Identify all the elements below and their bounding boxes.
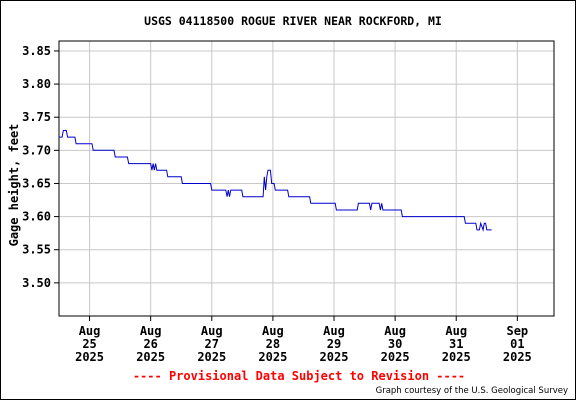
x-tick-year: 2025 (320, 350, 349, 364)
y-tick-label: 3.60 (22, 210, 51, 224)
x-tick-day: 29 (327, 337, 341, 351)
x-tick-year: 2025 (381, 350, 410, 364)
x-tick-year: 2025 (503, 350, 532, 364)
gage-height-series-line (59, 130, 492, 232)
x-tick-day: 27 (205, 337, 219, 351)
x-tick-day: 01 (510, 337, 524, 351)
x-tick-day: 28 (266, 337, 280, 351)
y-tick-label: 3.80 (22, 77, 51, 91)
x-tick-month: Sep (506, 324, 528, 338)
x-tick-month: Aug (323, 324, 345, 338)
y-axis-label: Gage height, feet (7, 124, 21, 247)
x-tick-year: 2025 (136, 350, 165, 364)
x-tick-month: Aug (201, 324, 223, 338)
x-tick-year: 2025 (75, 350, 104, 364)
y-tick-label: 3.65 (22, 176, 51, 190)
grid-lines (59, 41, 554, 316)
x-tick-month: Aug (262, 324, 284, 338)
y-tick-label: 3.70 (22, 143, 51, 157)
chart-title: USGS 04118500 ROGUE RIVER NEAR ROCKFORD,… (144, 14, 442, 28)
y-tick-label: 3.55 (22, 243, 51, 257)
x-tick-day: 30 (388, 337, 402, 351)
y-tick-labels: 3.85 3.80 3.75 3.70 3.65 3.60 3.55 3.50 (22, 44, 59, 290)
x-tick-day: 31 (449, 337, 463, 351)
x-tick-year: 2025 (258, 350, 287, 364)
y-tick-label: 3.75 (22, 110, 51, 124)
x-tick-month: Aug (140, 324, 162, 338)
x-tick-month: Aug (384, 324, 406, 338)
x-tick-year: 2025 (197, 350, 226, 364)
y-tick-label: 3.50 (22, 276, 51, 290)
x-tick-month: Aug (445, 324, 467, 338)
x-tick-month: Aug (79, 324, 101, 338)
plot-area (58, 40, 555, 317)
x-tick-day: 25 (82, 337, 96, 351)
provisional-notice: ---- Provisional Data Subject to Revisio… (133, 369, 465, 383)
y-tick-label: 3.85 (22, 44, 51, 58)
x-tick-year: 2025 (442, 350, 471, 364)
x-tick-labels: Aug252025Aug262025Aug272025Aug282025Aug2… (75, 316, 532, 364)
x-tick-day: 26 (143, 337, 157, 351)
credit-text: Graph courtesy of the U.S. Geological Su… (376, 386, 568, 396)
